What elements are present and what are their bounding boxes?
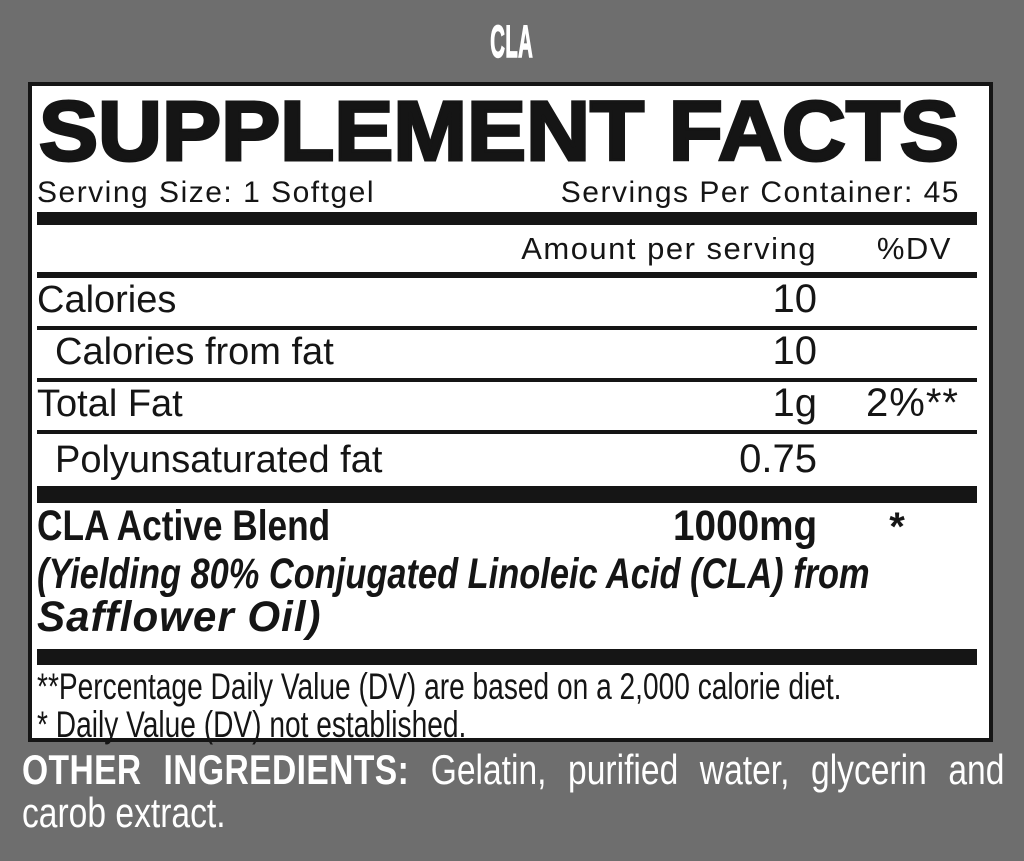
blend-name: CLA Active Blend [37,502,497,550]
blend-description-line1: (Yielding 80% Conjugated Linoleic Acid (… [37,550,977,598]
product-title-text: CLA [490,16,534,67]
supplement-facts-heading-svg: SUPPLEMENT FACTS [38,83,961,180]
product-title: CLA [0,16,1024,67]
row-label: Calories from fat [55,331,334,373]
percent-dv-header: %DV [876,231,952,266]
row-label: Calories [37,279,177,321]
table-row-calories: Calories 10 [37,278,977,330]
footnote-dv-based: **Percentage Daily Value (DV) are based … [37,668,977,706]
table-row-calories-from-fat: Calories from fat 10 [37,330,977,382]
divider-thick-blend [37,486,977,503]
table-row-total-fat: Total Fat 1g 2%** [37,382,977,434]
supplement-facts-panel: SUPPLEMENT FACTS Serving Size: 1 Softgel… [28,82,993,744]
row-dv: 2%** [866,381,959,425]
row-amount: 10 [772,277,818,321]
supplement-facts-heading: SUPPLEMENT FACTS [39,94,959,172]
other-ingredients-line1-text: Gelatin, purified water, glycerin and [430,746,1005,793]
row-amount: 1g [772,381,818,425]
blend-dv-asterisk: * [889,505,905,549]
table-row-polyunsaturated-fat: Polyunsaturated fat 0.75 [37,434,977,486]
footnotes: **Percentage Daily Value (DV) are based … [37,668,977,744]
other-ingredients-label: OTHER INGREDIENTS: [22,746,410,793]
divider-thick-footnote [37,649,977,665]
row-label: Total Fat [37,383,183,425]
blend-name-text: CLA Active Blend [37,502,331,550]
servings-per-container-text: Servings Per Container: 45 [560,176,960,209]
amount-per-serving-header: Amount per serving [521,231,817,266]
supplement-facts-heading-wrap: SUPPLEMENT FACTS [37,83,977,180]
blend-row: CLA Active Blend 1000mg * [37,503,977,551]
blend-description-line2-text: Safflower Oil) [37,593,322,641]
row-amount: 10 [772,329,818,373]
serving-size-text: Serving Size: 1 Softgel [37,176,376,209]
blend-description-line1-text: (Yielding 80% Conjugated Linoleic Acid (… [37,550,870,598]
other-ingredients: OTHER INGREDIENTS: Gelatin, purified wat… [22,748,1004,834]
serving-info-row: Serving Size: 1 Softgel Servings Per Con… [37,170,977,212]
blend-amount-text: 1000mg [672,502,817,550]
footnote-dv-based-text: **Percentage Daily Value (DV) are based … [37,666,842,707]
divider-medium [37,272,977,278]
row-label: Polyunsaturated fat [55,439,383,481]
blend-amount: 1000mg [497,502,817,550]
column-header-row: Amount per serving %DV [37,225,977,272]
blend-description-line2: Safflower Oil) [37,593,977,641]
footnote-dv-not-established: * Daily Value (DV) not established. [37,706,977,744]
supplement-facts-content: SUPPLEMENT FACTS Serving Size: 1 Softgel… [32,83,989,744]
divider-thick-top [37,212,977,225]
other-ingredients-line2: carob extract. [22,789,226,836]
other-ingredients-line1: OTHER INGREDIENTS: Gelatin, purified wat… [22,748,1004,791]
row-amount: 0.75 [739,437,817,481]
footnote-dv-not-established-text: * Daily Value (DV) not established. [37,704,467,745]
